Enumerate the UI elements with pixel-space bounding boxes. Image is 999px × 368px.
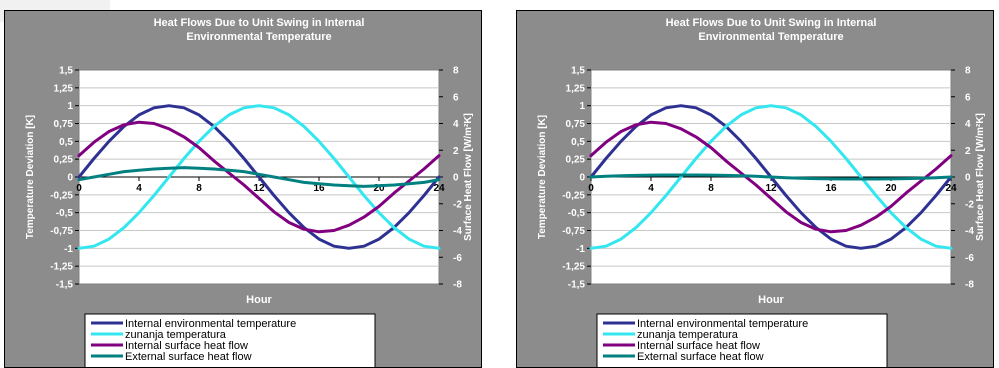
legend-label-0: Internal environmental temperature — [125, 318, 296, 330]
y2-tick-label: -8 — [965, 280, 974, 291]
x-tick-label: 4 — [648, 183, 654, 194]
x-axis-title: Hour — [246, 294, 272, 306]
x-tick-label: 20 — [885, 183, 897, 194]
y2-tick-label: -2 — [453, 199, 462, 210]
y-tick-label: -0,75 — [562, 226, 585, 237]
chart-title-line: Heat Flows Due to Unit Swing in Internal — [666, 17, 877, 29]
legend-label-2: Internal surface heat flow — [125, 340, 248, 352]
y2-tick-label: 0 — [453, 173, 459, 184]
y2-tick-label: 2 — [453, 146, 459, 157]
chart-panel-left: Heat Flows Due to Unit Swing in Internal… — [4, 10, 482, 368]
chart-title: Heat Flows Due to Unit Swing in Internal… — [666, 17, 877, 43]
chart-title: Heat Flows Due to Unit Swing in Internal… — [154, 17, 365, 43]
y-tick-label: 1,5 — [571, 66, 585, 77]
y2-tick-label: 4 — [965, 119, 971, 130]
y-axis-title: Temperature Deviation [K] — [25, 115, 36, 239]
legend-label-2: Internal surface heat flow — [637, 340, 760, 352]
y-tick-label: -0,25 — [562, 190, 585, 201]
chart-title-line: Environmental Temperature — [698, 31, 843, 43]
x-tick-label: 0 — [588, 183, 594, 194]
y2-tick-label: -6 — [965, 253, 974, 264]
x-tick-label: 24 — [433, 183, 445, 194]
x-tick-label: 12 — [253, 183, 265, 194]
legend-label-1: zunanja temperatura — [125, 329, 227, 341]
y-axis-title: Temperature Deviation [K] — [537, 115, 548, 239]
legend-box — [84, 313, 376, 367]
y2-tick-label: 0 — [965, 173, 971, 184]
y-tick-label: 1,25 — [54, 83, 74, 94]
y-tick-label: 0,5 — [571, 137, 585, 148]
y-tick-label: -0,5 — [56, 208, 74, 219]
y-tick-label: 1,25 — [566, 83, 586, 94]
y-tick-label: 1,5 — [59, 66, 73, 77]
y2-tick-label: -2 — [965, 199, 974, 210]
x-tick-label: 16 — [313, 183, 325, 194]
y2-tick-label: 4 — [453, 119, 459, 130]
x-tick-label: 16 — [825, 183, 837, 194]
y-tick-label: 1 — [67, 101, 73, 112]
series-line-2 — [77, 120, 441, 234]
x-tick-label: 20 — [373, 183, 385, 194]
y-tick-label: -1,25 — [50, 262, 73, 273]
y-tick-label: -1,25 — [562, 262, 585, 273]
y-tick-label: -1 — [576, 244, 585, 255]
x-tick-label: 0 — [76, 183, 82, 194]
legend-label-1: zunanja temperatura — [637, 329, 739, 341]
series-line-1 — [589, 104, 953, 250]
y-tick-label: 0,25 — [54, 155, 74, 166]
y-tick-label: -0,5 — [568, 208, 586, 219]
y2-tick-label: 6 — [965, 92, 971, 103]
series-line-0 — [77, 104, 441, 250]
chart-title-line: Environmental Temperature — [186, 31, 331, 43]
legend-label-3: External surface heat flow — [125, 351, 252, 363]
y-tick-label: 1 — [579, 101, 585, 112]
y2-tick-label: -6 — [453, 253, 462, 264]
y-tick-label: 0,75 — [566, 119, 586, 130]
x-tick-label: 4 — [136, 183, 142, 194]
y2-tick-label: 6 — [453, 92, 459, 103]
y2-tick-label: 8 — [453, 66, 459, 77]
y-tick-label: 0,25 — [566, 155, 586, 166]
y2-tick-label: -4 — [965, 226, 974, 237]
y-tick-label: -1 — [64, 244, 73, 255]
y-tick-label: -1,5 — [568, 280, 586, 291]
chart-panel-right: Heat Flows Due to Unit Swing in Internal… — [516, 10, 994, 368]
series-line-2 — [589, 120, 953, 234]
series-line-3 — [77, 166, 441, 188]
legend-label-3: External surface heat flow — [637, 351, 764, 363]
y2-tick-label: -4 — [453, 226, 462, 237]
x-tick-label: 8 — [708, 183, 714, 194]
legend-label-0: Internal environmental temperature — [637, 318, 808, 330]
chart-svg: Heat Flows Due to Unit Swing in Internal… — [25, 17, 474, 367]
y-tick-label: 0,5 — [59, 137, 73, 148]
series-line-3 — [589, 173, 953, 181]
x-tick-label: 8 — [196, 183, 202, 194]
y2-axis-title: Surface Heat Flow [W/m²K] — [975, 113, 986, 241]
x-tick-label: 24 — [945, 183, 957, 194]
x-axis-title: Hour — [758, 294, 784, 306]
y-tick-label: 0 — [579, 173, 585, 184]
y-tick-label: -0,25 — [50, 190, 73, 201]
y-tick-label: 0,75 — [54, 119, 74, 130]
legend-box — [596, 313, 888, 367]
y-tick-label: 0 — [67, 173, 73, 184]
y2-tick-label: 8 — [965, 66, 971, 77]
y2-axis-title: Surface Heat Flow [W/m²K] — [463, 113, 474, 241]
y2-tick-label: 2 — [965, 146, 971, 157]
series-line-1 — [77, 104, 441, 250]
y-tick-label: -1,5 — [56, 280, 74, 291]
chart-title-line: Heat Flows Due to Unit Swing in Internal — [154, 17, 365, 29]
y2-tick-label: -8 — [453, 280, 462, 291]
x-tick-label: 12 — [765, 183, 777, 194]
y-tick-label: -0,75 — [50, 226, 73, 237]
chart-svg: Heat Flows Due to Unit Swing in Internal… — [537, 17, 986, 367]
